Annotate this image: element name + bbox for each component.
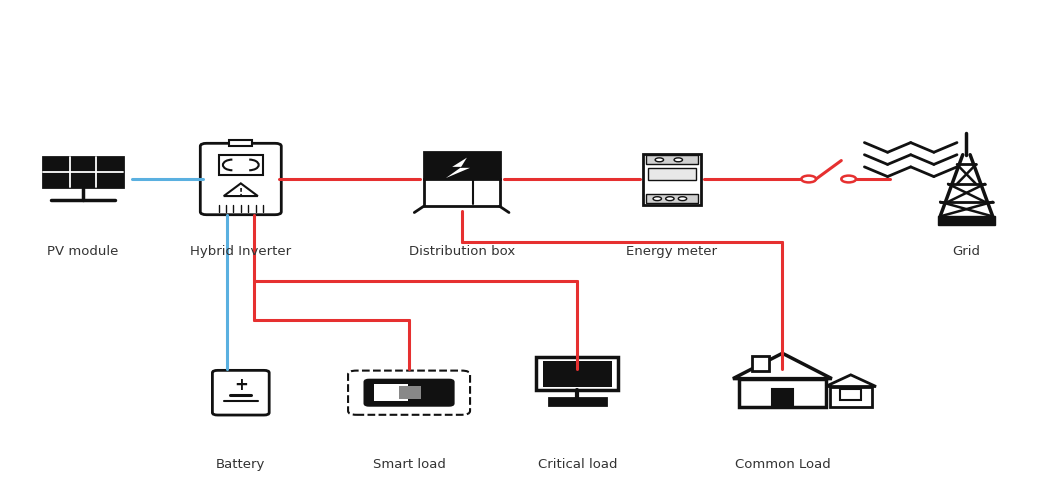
Circle shape (801, 175, 816, 182)
Bar (43, 157, 123, 187)
Circle shape (653, 197, 661, 201)
Circle shape (678, 197, 687, 201)
Text: Hybrid Inverter: Hybrid Inverter (190, 245, 292, 257)
Polygon shape (826, 375, 876, 386)
Text: Common Load: Common Load (735, 458, 830, 471)
Bar (399, 386, 421, 399)
Text: +: + (234, 376, 248, 394)
Circle shape (842, 175, 856, 182)
Text: PV module: PV module (48, 245, 119, 257)
Text: Energy meter: Energy meter (626, 245, 718, 257)
Polygon shape (446, 158, 470, 178)
Text: !: ! (238, 188, 243, 197)
Bar (937, 216, 995, 225)
Bar (647, 155, 697, 164)
Bar (772, 389, 793, 407)
Text: Smart load: Smart load (373, 458, 445, 471)
Bar (218, 155, 263, 175)
Bar (649, 168, 695, 180)
Circle shape (655, 158, 664, 162)
Bar (753, 356, 770, 370)
Circle shape (666, 197, 674, 201)
Bar (647, 194, 697, 203)
Text: Grid: Grid (953, 245, 981, 257)
Polygon shape (224, 183, 258, 196)
Bar (739, 378, 826, 407)
Bar (549, 398, 605, 406)
FancyBboxPatch shape (348, 370, 470, 415)
FancyBboxPatch shape (212, 370, 269, 415)
Text: Battery: Battery (216, 458, 265, 471)
FancyBboxPatch shape (365, 380, 454, 406)
Bar (543, 361, 612, 387)
Bar (841, 389, 862, 400)
Bar (374, 384, 408, 401)
Bar (424, 179, 499, 206)
Text: Distribution box: Distribution box (408, 245, 515, 257)
Polygon shape (732, 353, 832, 378)
Bar (536, 357, 618, 390)
FancyBboxPatch shape (200, 143, 281, 215)
Text: Critical load: Critical load (537, 458, 617, 471)
Circle shape (674, 158, 683, 162)
Bar (643, 154, 701, 205)
Bar (830, 386, 871, 407)
Bar (424, 152, 499, 179)
Bar (229, 140, 252, 146)
